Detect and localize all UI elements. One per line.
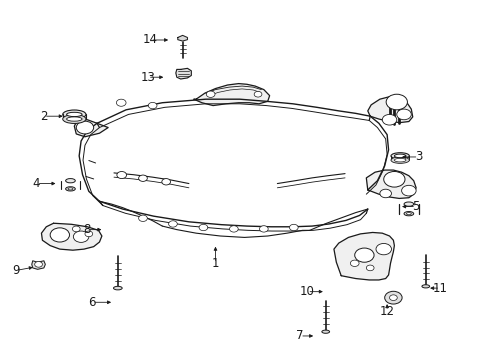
Polygon shape bbox=[193, 84, 269, 105]
Circle shape bbox=[259, 226, 267, 232]
Circle shape bbox=[138, 215, 147, 221]
Polygon shape bbox=[74, 120, 108, 137]
Text: 3: 3 bbox=[414, 150, 421, 163]
Polygon shape bbox=[333, 233, 393, 280]
Polygon shape bbox=[178, 35, 187, 41]
Circle shape bbox=[375, 243, 391, 255]
Ellipse shape bbox=[421, 285, 429, 288]
Circle shape bbox=[76, 121, 94, 134]
Ellipse shape bbox=[65, 187, 75, 191]
Circle shape bbox=[379, 189, 391, 198]
Circle shape bbox=[168, 221, 177, 227]
Circle shape bbox=[254, 91, 262, 97]
Circle shape bbox=[229, 226, 238, 232]
Text: 9: 9 bbox=[13, 264, 20, 277]
Text: 10: 10 bbox=[299, 285, 314, 298]
Circle shape bbox=[35, 261, 42, 267]
Polygon shape bbox=[366, 170, 415, 198]
Ellipse shape bbox=[390, 153, 408, 159]
Circle shape bbox=[382, 114, 396, 125]
Circle shape bbox=[389, 295, 396, 301]
Circle shape bbox=[401, 185, 415, 196]
Ellipse shape bbox=[113, 286, 122, 290]
Circle shape bbox=[350, 260, 358, 266]
Text: 8: 8 bbox=[83, 223, 91, 236]
Circle shape bbox=[85, 231, 93, 237]
Circle shape bbox=[162, 179, 170, 185]
Text: 1: 1 bbox=[211, 257, 219, 270]
Ellipse shape bbox=[321, 330, 329, 333]
Circle shape bbox=[354, 248, 373, 262]
Ellipse shape bbox=[406, 213, 410, 215]
Ellipse shape bbox=[66, 117, 82, 121]
Circle shape bbox=[206, 91, 215, 98]
Polygon shape bbox=[32, 261, 45, 269]
Polygon shape bbox=[41, 223, 102, 250]
Ellipse shape bbox=[65, 179, 75, 183]
Circle shape bbox=[117, 171, 126, 179]
Circle shape bbox=[384, 291, 401, 304]
Circle shape bbox=[396, 109, 410, 120]
Circle shape bbox=[72, 226, 80, 232]
Ellipse shape bbox=[403, 212, 413, 216]
Circle shape bbox=[73, 231, 89, 242]
Text: 7: 7 bbox=[296, 329, 303, 342]
Ellipse shape bbox=[68, 188, 73, 190]
Text: 6: 6 bbox=[88, 296, 96, 309]
Circle shape bbox=[383, 171, 404, 187]
Ellipse shape bbox=[66, 112, 82, 117]
Circle shape bbox=[386, 94, 407, 110]
Ellipse shape bbox=[62, 110, 86, 119]
Ellipse shape bbox=[62, 114, 86, 123]
Circle shape bbox=[366, 265, 373, 271]
Text: 2: 2 bbox=[40, 110, 47, 123]
Ellipse shape bbox=[390, 157, 408, 163]
Circle shape bbox=[199, 224, 207, 231]
Text: 5: 5 bbox=[411, 200, 419, 213]
Ellipse shape bbox=[403, 202, 413, 206]
Text: 14: 14 bbox=[142, 33, 158, 46]
Circle shape bbox=[138, 175, 147, 181]
Ellipse shape bbox=[393, 158, 405, 162]
Circle shape bbox=[148, 102, 157, 109]
Text: 12: 12 bbox=[379, 305, 394, 318]
Circle shape bbox=[289, 224, 298, 231]
Circle shape bbox=[50, 228, 69, 242]
Text: 13: 13 bbox=[140, 71, 155, 84]
Polygon shape bbox=[367, 97, 412, 123]
Text: 11: 11 bbox=[432, 282, 447, 294]
Polygon shape bbox=[176, 68, 191, 79]
Circle shape bbox=[116, 99, 126, 106]
Text: 4: 4 bbox=[33, 177, 41, 190]
Ellipse shape bbox=[393, 154, 405, 158]
